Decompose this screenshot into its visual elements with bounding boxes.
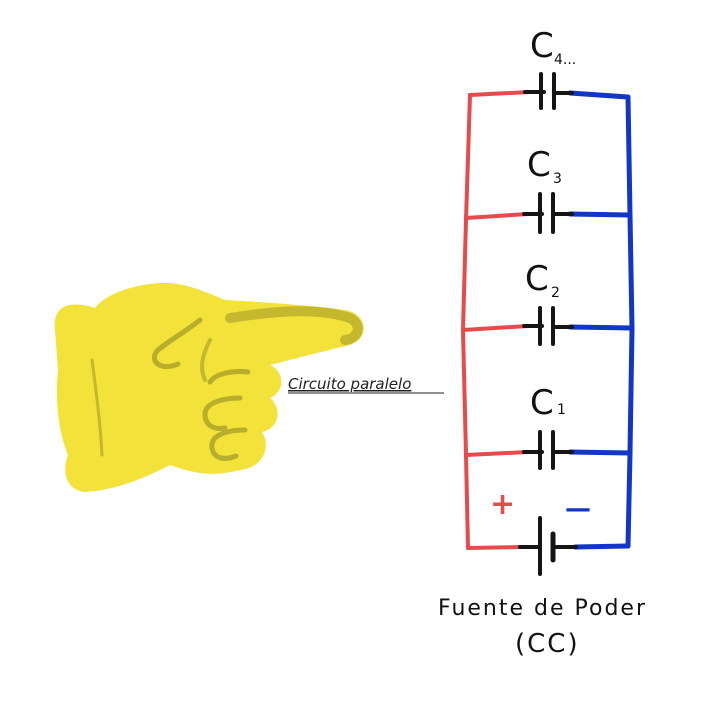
dc-source-battery [518,516,578,576]
circuit-type-label: Circuito paralelo [288,375,411,393]
negative-sign: — [565,494,591,524]
positive-sign: + [490,487,515,522]
hand-body [54,282,364,492]
negative-rail-vertical [625,94,635,549]
negative-wire-c1 [567,449,633,456]
capacitor-label-c2: C 2 [525,259,560,301]
power-source-label: Fuente de Poder [438,596,647,621]
capacitor-index: 4... [554,52,576,68]
negative-wire-source [572,543,631,550]
capacitor-c2 [522,306,574,346]
positive-rail-vertical [461,93,472,550]
wrist-line [90,358,104,457]
finger-line-3 [209,427,248,461]
capacitor-label-c4: C 4... [530,26,576,68]
positive-wire-c1 [464,450,530,457]
power-source-type: (CC) [515,629,580,659]
finger-line-1 [207,369,251,385]
positive-wire-c2 [461,324,530,332]
capacitor-index: 3 [553,171,562,187]
index-finger-shade [225,306,363,345]
finger-line-4 [200,338,212,382]
capacitor-label-c1: C 1 [530,383,566,423]
positive-wire-c4 [468,90,532,97]
capacitor-c1 [522,430,574,470]
capacitor-index: 1 [557,402,566,418]
positive-wire-c3 [464,212,530,220]
capacitor-letter: C [530,26,554,66]
finger-line-2 [202,395,243,431]
negative-rail [567,90,635,550]
capacitor-c4 [523,72,574,110]
thumb-line [151,317,203,370]
capacitor-index: 2 [551,285,560,301]
positive-wire-source [466,545,527,550]
capacitor-letter: C [525,259,549,299]
capacitor-letter: C [530,383,554,423]
positive-rail [461,90,532,550]
pointing-hand-icon [54,282,364,492]
capacitor-letter: C [527,145,551,185]
negative-wire-c4 [567,90,631,100]
negative-wire-c3 [567,211,633,218]
capacitor-c3 [522,192,574,234]
capacitor-label-c3: C 3 [527,145,562,187]
negative-wire-c2 [567,324,635,331]
